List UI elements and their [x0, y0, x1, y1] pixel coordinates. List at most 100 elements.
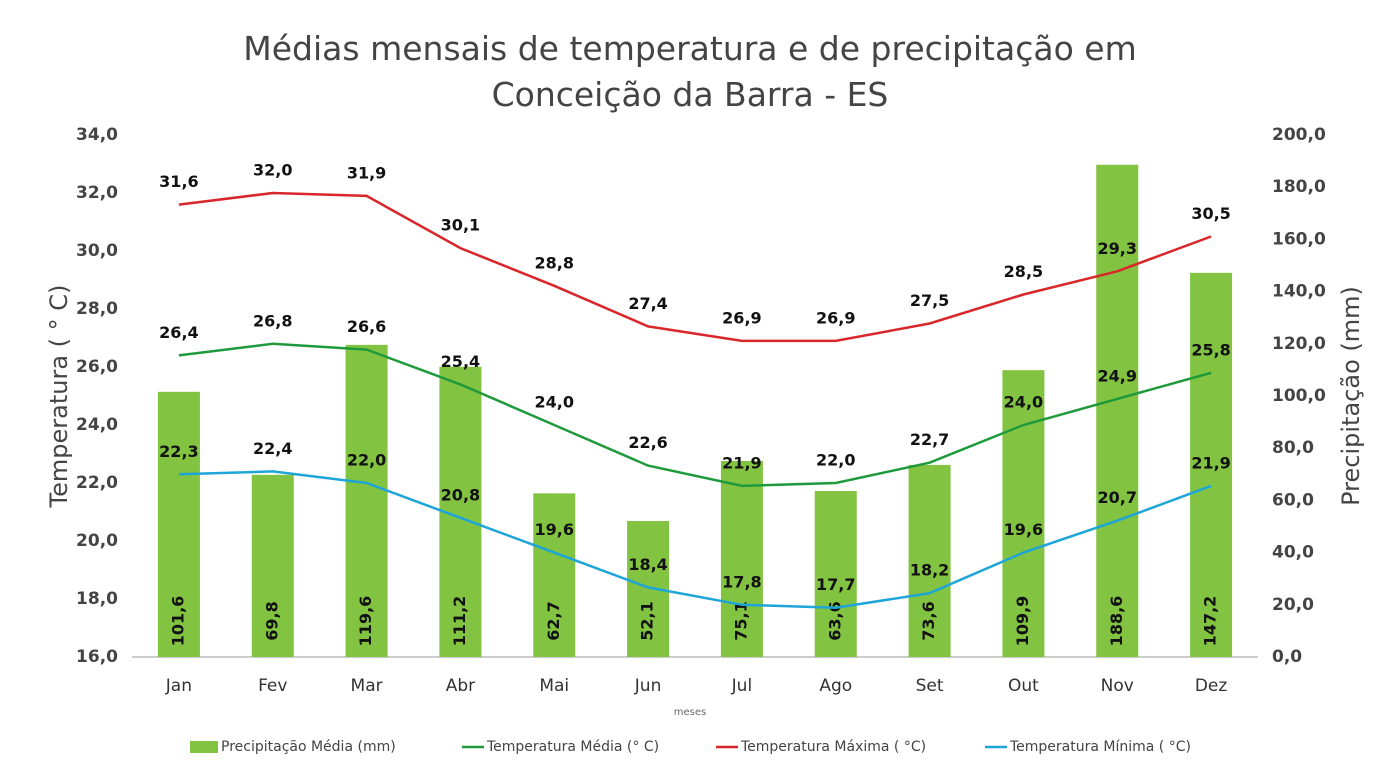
- y-tick-label: 32,0: [76, 183, 118, 203]
- y2-tick-label: 200,0: [1272, 125, 1326, 145]
- x-tick-label: Out: [1008, 676, 1039, 696]
- bar-value-label: 52,1: [638, 601, 657, 640]
- x-tick-label: Nov: [1101, 676, 1134, 696]
- line-value-label: 26,9: [816, 308, 855, 327]
- bar-value-label: 188,6: [1107, 596, 1126, 647]
- line-value-label: 28,5: [1004, 262, 1043, 281]
- line-value-label: 22,3: [159, 442, 198, 461]
- bar: [1002, 370, 1045, 657]
- bar-value-label: 109,9: [1013, 596, 1032, 647]
- y-tick-label: 20,0: [76, 531, 118, 551]
- line-value-label: 24,0: [1004, 393, 1043, 412]
- y2-tick-label: 160,0: [1272, 229, 1326, 249]
- line-value-label: 22,7: [910, 430, 949, 449]
- line-value-label: 29,3: [1098, 239, 1137, 258]
- line-value-label: 17,8: [722, 572, 761, 591]
- x-tick-label: Set: [916, 676, 944, 696]
- y-tick-label: 30,0: [76, 241, 118, 261]
- x-tick-label: Jan: [165, 676, 192, 696]
- legend-swatch: [190, 741, 218, 753]
- line: [178, 342, 1212, 488]
- line-value-label: 20,8: [441, 485, 480, 504]
- chart-title: Médias mensais de temperatura e de preci…: [243, 29, 1137, 114]
- line-value-label: 30,5: [1191, 204, 1230, 223]
- bar-value-label: 62,7: [544, 601, 563, 640]
- legend-label: Precipitação Média (mm): [221, 739, 396, 755]
- line-value-label: 25,4: [441, 352, 480, 371]
- y-tick-label: 24,0: [76, 415, 118, 435]
- y-tick-label: 34,0: [76, 125, 118, 145]
- line: [178, 470, 1212, 609]
- y2-tick-label: 0,0: [1272, 647, 1302, 667]
- y-tick-label: 16,0: [76, 647, 118, 667]
- y2-tick-label: 80,0: [1272, 438, 1314, 458]
- line-value-label: 17,7: [816, 575, 855, 594]
- line-value-label: 30,1: [441, 216, 480, 235]
- bar-value-label: 147,2: [1201, 596, 1220, 647]
- line-value-label: 19,6: [1004, 520, 1043, 539]
- y-tick-label: 18,0: [76, 589, 118, 609]
- y2-tick-label: 20,0: [1272, 595, 1314, 615]
- x-tick-label: Jul: [731, 676, 753, 696]
- x-tick-label: Jun: [634, 676, 662, 696]
- line-value-label: 21,9: [1191, 453, 1230, 472]
- bar: [345, 344, 388, 657]
- line-value-label: 27,4: [628, 294, 667, 313]
- line-value-label: 27,5: [910, 291, 949, 310]
- line: [178, 191, 1212, 343]
- line-value-label: 19,6: [535, 520, 574, 539]
- x-tick-label: Ago: [819, 676, 852, 696]
- bar: [1096, 164, 1139, 657]
- line-value-label: 31,9: [347, 163, 386, 182]
- line-value-label: 26,8: [253, 311, 292, 330]
- bar: [157, 391, 200, 657]
- line-value-label: 22,0: [347, 451, 386, 470]
- bar-value-label: 101,6: [168, 596, 187, 647]
- y2-tick-label: 60,0: [1272, 490, 1314, 510]
- line-value-label: 20,7: [1098, 488, 1137, 507]
- y-axis-label: Temperatura ( ° C): [45, 285, 73, 509]
- y-tick-label: 22,0: [76, 473, 118, 493]
- line-value-label: 26,6: [347, 317, 386, 336]
- bar-value-label: 75,1: [731, 601, 750, 640]
- y-tick-label: 26,0: [76, 357, 118, 377]
- bar-value-label: 111,2: [450, 596, 469, 647]
- line-value-label: 21,9: [722, 453, 761, 472]
- y-tick-label: 28,0: [76, 299, 118, 319]
- line-value-label: 31,6: [159, 172, 198, 191]
- bar-value-label: 69,8: [262, 601, 281, 640]
- bar: [720, 460, 763, 657]
- line-value-label: 28,8: [535, 253, 574, 272]
- y2-tick-label: 100,0: [1272, 386, 1326, 406]
- x-tick-label: Fev: [258, 676, 287, 696]
- y2-tick-label: 120,0: [1272, 334, 1326, 354]
- legend-label: Temperatura Máxima ( °C): [740, 739, 926, 755]
- bar: [251, 474, 294, 657]
- x-tick-label: Mai: [539, 676, 569, 696]
- y2-tick-label: 40,0: [1272, 543, 1314, 563]
- y2-tick-label: 140,0: [1272, 282, 1326, 302]
- legend-label: Temperatura Mínima ( °C): [1009, 739, 1191, 755]
- y2-axis-label: Precipitação (mm): [1337, 286, 1365, 506]
- x-axis-label: meses: [674, 707, 706, 718]
- line-value-label: 32,0: [253, 161, 292, 180]
- y2-tick-label: 180,0: [1272, 177, 1326, 197]
- x-tick-label: Abr: [446, 676, 475, 696]
- line-value-label: 22,0: [816, 451, 855, 470]
- bar: [908, 464, 951, 657]
- line-value-label: 22,4: [253, 439, 292, 458]
- x-tick-label: Mar: [351, 676, 383, 696]
- line-value-label: 26,9: [722, 308, 761, 327]
- line-value-label: 26,4: [159, 323, 198, 342]
- line-value-label: 24,0: [535, 393, 574, 412]
- legend-label: Temperatura Média (° C): [486, 739, 659, 755]
- line-value-label: 18,4: [628, 555, 667, 574]
- bar: [533, 493, 576, 657]
- bar-value-label: 73,6: [919, 601, 938, 640]
- x-tick-label: Dez: [1195, 676, 1228, 696]
- line-value-label: 22,6: [628, 433, 667, 452]
- line-value-label: 25,8: [1191, 340, 1230, 359]
- line-value-label: 24,9: [1098, 366, 1137, 385]
